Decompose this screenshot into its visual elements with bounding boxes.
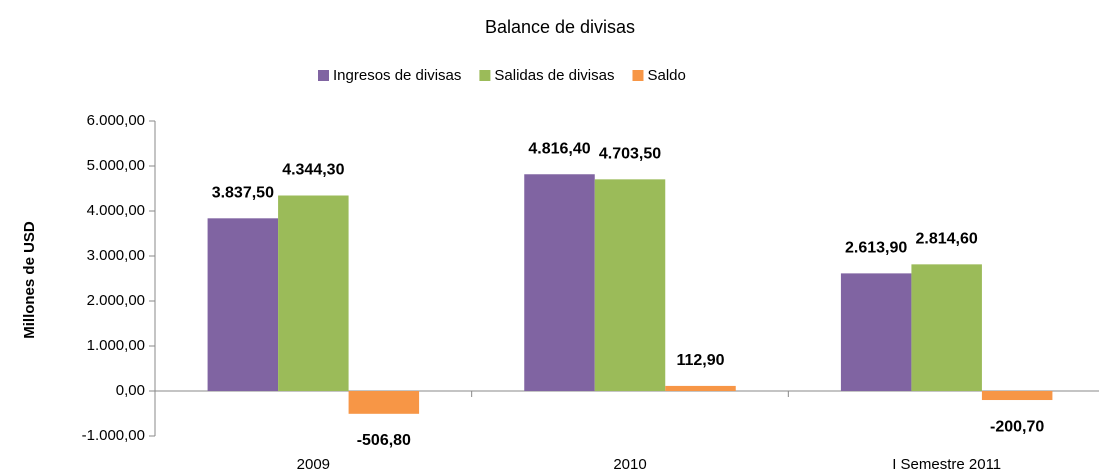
x-tick-label: 2010 [613,456,646,473]
bar [524,174,595,391]
legend-swatch [632,70,644,81]
legend-label: Ingresos de divisas [333,67,461,84]
value-label: -506,80 [357,432,411,449]
legend-swatch [479,70,491,81]
y-tick-label: 2.000,00 [87,292,145,309]
bar [278,195,349,391]
value-label: 112,90 [676,352,724,369]
y-axis-label: Millones de USD [21,221,38,339]
value-label: -200,70 [990,418,1044,435]
value-label: 2.814,60 [916,231,978,248]
legend-label: Saldo [647,67,685,84]
bar [981,391,1053,401]
value-label: 4.344,30 [282,162,344,179]
y-tick-label: 4.000,00 [87,202,145,219]
y-tick-label: 5.000,00 [87,157,145,174]
legend-label: Salidas de divisas [494,67,614,84]
legend-swatch [318,70,329,81]
y-tick-label: 1.000,00 [87,337,145,354]
y-tick-label: 0,00 [116,382,145,399]
bar [665,385,736,391]
value-label: 3.837,50 [212,185,274,202]
y-tick-label: 3.000,00 [87,247,145,264]
bar [911,264,982,391]
bar [207,218,279,391]
value-label: 4.703,50 [599,146,661,163]
bar [594,179,666,391]
bar [840,273,912,391]
x-tick-label: 2009 [297,456,330,473]
y-tick-label: -1.000,00 [82,427,145,444]
bar [348,391,420,414]
y-tick-label: 6.000,00 [87,112,145,129]
chart-title: Balance de divisas [485,17,635,37]
value-label: 2.613,90 [845,240,907,257]
x-tick-label: I Semestre 2011 [892,456,1001,473]
value-label: 4.816,40 [528,140,590,157]
